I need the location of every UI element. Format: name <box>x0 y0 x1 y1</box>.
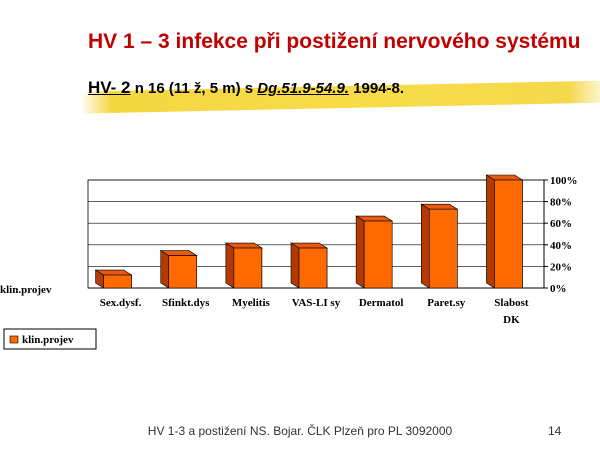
chart-legend-label: klin.projev <box>22 334 74 346</box>
chart-y-tick-labels: 0% 20% 40% 60% 80% 100% <box>544 175 578 295</box>
subtitle-text: n 16 (11 ž, 5 m) s <box>130 80 258 97</box>
chart-y-tick-label: 20% <box>550 261 572 273</box>
chart-category-label: Sfinkt.dys <box>162 297 210 309</box>
page-number: 14 <box>548 424 562 438</box>
chart-bar <box>485 174 524 289</box>
chart-category-label: VAS-LI sy <box>292 297 341 309</box>
chart-bar-depth <box>225 242 235 289</box>
slide-footer: HV 1-3 a postižení NS. Bojar. ČLK Plzeň … <box>147 424 453 438</box>
chart-bar <box>159 250 198 289</box>
chart-y-tick-label: 60% <box>550 218 572 230</box>
chart-bar-depth <box>420 203 430 289</box>
slide-subtitle: HV- 2 n 16 (11 ž, 5 m) s Dg.51.9-54.9. 1… <box>88 78 404 98</box>
subtitle-years: 1994-8. <box>348 80 405 97</box>
slide-title: HV 1 – 3 infekce při postižení nervového… <box>88 30 581 53</box>
chart-bar-front <box>428 208 458 289</box>
chart-category-label: Myelitis <box>232 297 271 309</box>
chart-bar <box>289 242 329 289</box>
chart-bar <box>355 215 394 289</box>
chart-category-label: Dermatol <box>359 297 404 309</box>
chart-bar <box>94 269 133 289</box>
chart-bar-depth <box>290 242 300 289</box>
chart-bar-front <box>103 274 132 289</box>
chart-y-tick-label: 0% <box>550 283 567 295</box>
chart-category-label: Slabost DK <box>494 297 529 326</box>
subtitle-hv: HV- 2 <box>88 78 131 97</box>
chart-bar-front <box>233 247 263 289</box>
chart-bar-front <box>363 220 393 289</box>
subtitle-diagnosis: Dg.51.9-54.9. <box>257 80 349 97</box>
chart-y-axis-label: klin.projev <box>0 284 52 296</box>
chart-category-label: Sex.dysf. <box>100 297 142 309</box>
chart-bar-depth <box>355 215 365 289</box>
chart-y-tick-label: 40% <box>550 240 572 252</box>
chart-legend-swatch <box>9 335 19 344</box>
bar-chart: 0% 20% 40% 60% 80% 100% Sex.dysf. Sfinkt.dys My… <box>0 174 578 350</box>
chart-bar <box>420 203 459 289</box>
chart-legend-box <box>3 328 97 350</box>
chart-bar <box>224 242 263 289</box>
chart-category-labels: Sex.dysf. Sfinkt.dys Myelitis VAS-LI sy Derm… <box>100 297 529 326</box>
chart-category-label: Paret.sy <box>427 297 465 309</box>
chart-y-tick-label: 80% <box>550 197 572 209</box>
chart-legend: klin.projev <box>3 328 97 350</box>
chart-bar-depth <box>160 250 170 289</box>
chart-bars <box>94 174 524 289</box>
chart-bar-front <box>494 179 523 289</box>
chart-y-tick-label: 100% <box>550 175 578 187</box>
chart-bar-front <box>298 247 328 289</box>
chart-bar-front <box>168 255 198 289</box>
chart-bar-depth <box>486 174 495 289</box>
